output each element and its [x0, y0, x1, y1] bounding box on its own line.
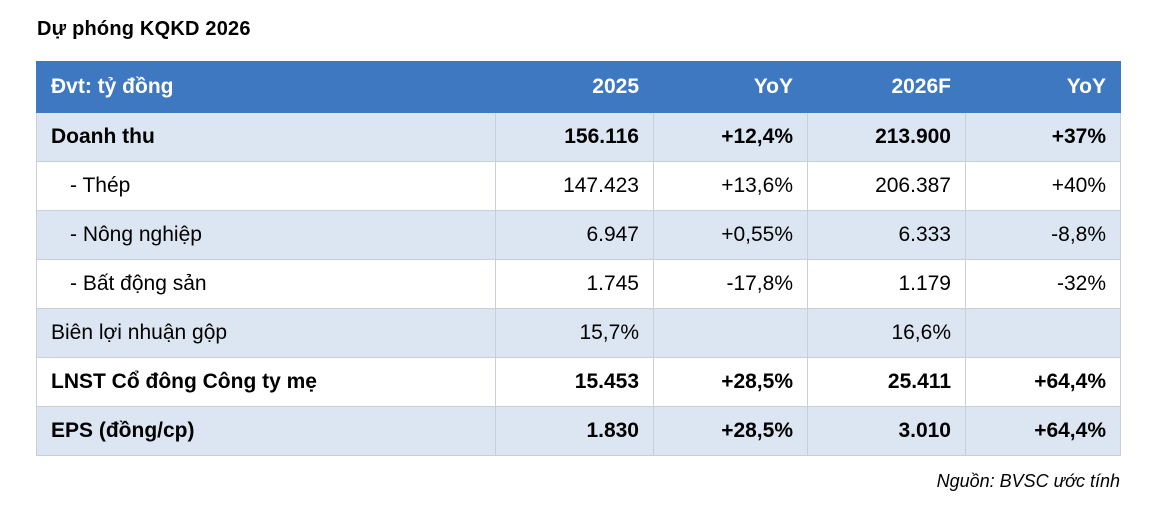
- value-2025-cell: 15.453: [495, 357, 654, 407]
- page-title: Dự phóng KQKD 2026: [37, 18, 251, 40]
- value-2025-cell: 156.116: [495, 112, 654, 162]
- header-2026f: 2026F: [807, 61, 966, 113]
- table-header-row: Đvt: tỷ đồng 2025 YoY 2026F YoY: [36, 61, 1121, 113]
- yoy-2025-cell: [653, 308, 808, 358]
- yoy-2025-cell: +28,5%: [653, 357, 808, 407]
- row-label-cell: Doanh thu: [36, 112, 496, 162]
- yoy-2026f-cell: [965, 308, 1121, 358]
- yoy-2026f-cell: +37%: [965, 112, 1121, 162]
- yoy-2026f-cell: +64,4%: [965, 357, 1121, 407]
- table-row: LNST Cổ đông Công ty mẹ 15.453 +28,5% 25.41…: [36, 357, 1121, 407]
- source-note: Nguồn: BVSC ước tính: [936, 471, 1120, 491]
- value-2025-cell: 1.830: [495, 406, 654, 456]
- yoy-2025-cell: +28,5%: [653, 406, 808, 456]
- forecast-table: Đvt: tỷ đồng 2025 YoY 2026F YoY Doanh th…: [36, 61, 1121, 456]
- value-2026f-cell: 6.333: [807, 210, 966, 260]
- table-row: - Thép 147.423 +13,6% 206.387 +40%: [36, 161, 1121, 211]
- value-2026f-cell: 1.179: [807, 259, 966, 309]
- yoy-2025-cell: +13,6%: [653, 161, 808, 211]
- header-unit: Đvt: tỷ đồng: [36, 61, 496, 113]
- header-yoy-2025: YoY: [653, 61, 808, 113]
- value-2025-cell: 15,7%: [495, 308, 654, 358]
- value-2025-cell: 1.745: [495, 259, 654, 309]
- row-label-cell: - Bất động sản: [36, 259, 496, 309]
- yoy-2026f-cell: +64,4%: [965, 406, 1121, 456]
- row-label-cell: - Nông nghiệp: [36, 210, 496, 260]
- value-2026f-cell: 206.387: [807, 161, 966, 211]
- value-2025-cell: 147.423: [495, 161, 654, 211]
- yoy-2026f-cell: -8,8%: [965, 210, 1121, 260]
- value-2026f-cell: 213.900: [807, 112, 966, 162]
- yoy-2025-cell: -17,8%: [653, 259, 808, 309]
- row-label-cell: LNST Cổ đông Công ty mẹ: [36, 357, 496, 407]
- header-yoy-2026f: YoY: [965, 61, 1121, 113]
- table-row: EPS (đồng/cp) 1.830 +28,5% 3.010 +64,4%: [36, 406, 1121, 456]
- table-row: Doanh thu 156.116 +12,4% 213.900 +37%: [36, 112, 1121, 162]
- row-label-cell: Biên lợi nhuận gộp: [36, 308, 496, 358]
- header-2025: 2025: [495, 61, 654, 113]
- value-2026f-cell: 25.411: [807, 357, 966, 407]
- row-label-cell: - Thép: [36, 161, 496, 211]
- table-row: - Nông nghiệp 6.947 +0,55% 6.333 -8,8%: [36, 210, 1121, 260]
- value-2026f-cell: 16,6%: [807, 308, 966, 358]
- row-label-cell: EPS (đồng/cp): [36, 406, 496, 456]
- value-2026f-cell: 3.010: [807, 406, 966, 456]
- yoy-2026f-cell: -32%: [965, 259, 1121, 309]
- yoy-2026f-cell: +40%: [965, 161, 1121, 211]
- value-2025-cell: 6.947: [495, 210, 654, 260]
- table-row: Biên lợi nhuận gộp 15,7% 16,6%: [36, 308, 1121, 358]
- yoy-2025-cell: +12,4%: [653, 112, 808, 162]
- yoy-2025-cell: +0,55%: [653, 210, 808, 260]
- table-row: - Bất động sản 1.745 -17,8% 1.179 -32%: [36, 259, 1121, 309]
